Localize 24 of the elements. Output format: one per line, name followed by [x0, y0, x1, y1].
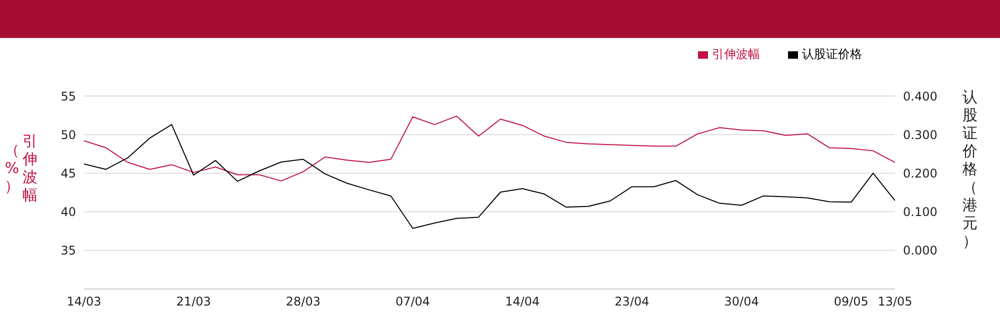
y-tick-label: 35 — [60, 244, 76, 258]
x-tick-label: 09/05 — [834, 294, 868, 309]
x-tick-label: 30/04 — [724, 294, 759, 309]
x-tick-label: 23/04 — [614, 294, 650, 309]
x-tick-label: 07/04 — [395, 294, 430, 309]
y2-tick-label: 0.400 — [903, 89, 938, 104]
text: 认股证价格（港元） — [962, 88, 978, 250]
x-tick-label: 28/03 — [286, 294, 320, 309]
y2-tick-label: 0.100 — [903, 205, 938, 220]
y2-tick-label: 0.000 — [903, 244, 938, 258]
y-tick-label: 50 — [60, 128, 76, 142]
y-tick-label: 45 — [60, 166, 76, 180]
legend-label: 引伸波幅 — [712, 47, 760, 61]
line-series — [84, 116, 895, 182]
line-series — [84, 124, 895, 229]
x-tick-label: 14/04 — [505, 294, 540, 309]
y-tick-label: 55 — [60, 89, 76, 104]
y-tick-label: 40 — [60, 205, 76, 220]
x-tick-label: 21/03 — [176, 294, 211, 309]
y2-tick-label: 0.300 — [903, 128, 938, 142]
x-tick-label: 13/05 — [878, 294, 912, 309]
legend-label: 认股证价格 — [802, 47, 862, 61]
x-tick-label: 14/03 — [66, 294, 102, 309]
y2-tick-label: 0.200 — [903, 166, 938, 180]
